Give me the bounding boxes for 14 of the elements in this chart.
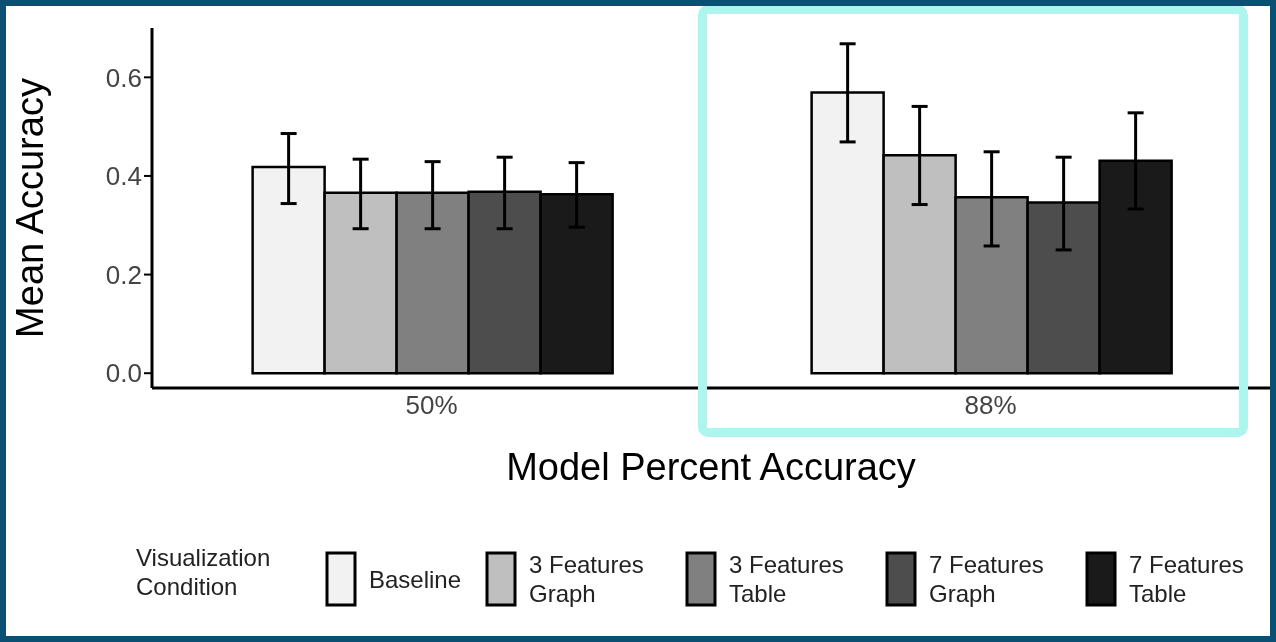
y-tick-label: 0.6 (105, 62, 142, 93)
x-axis-title: Model Percent Accuracy (506, 446, 916, 488)
legend-title: Visualization Condition (136, 543, 272, 601)
legend-label: 3 Features Graph (529, 550, 645, 608)
legend-label: Baseline (369, 564, 463, 594)
y-axis-title: Mean Accuracy (9, 78, 52, 338)
y-tick-label: 0.4 (105, 161, 142, 192)
legend-label: 7 Features Table (1129, 550, 1245, 608)
x-tick-label: 50% (405, 390, 458, 421)
legend-label: 7 Features Graph (929, 550, 1045, 608)
y-tick-label: 0.2 (105, 259, 142, 290)
legend-label: 3 Features Table (729, 550, 845, 608)
x-tick-label: 88% (964, 390, 1017, 421)
y-tick-label: 0.0 (105, 358, 142, 389)
